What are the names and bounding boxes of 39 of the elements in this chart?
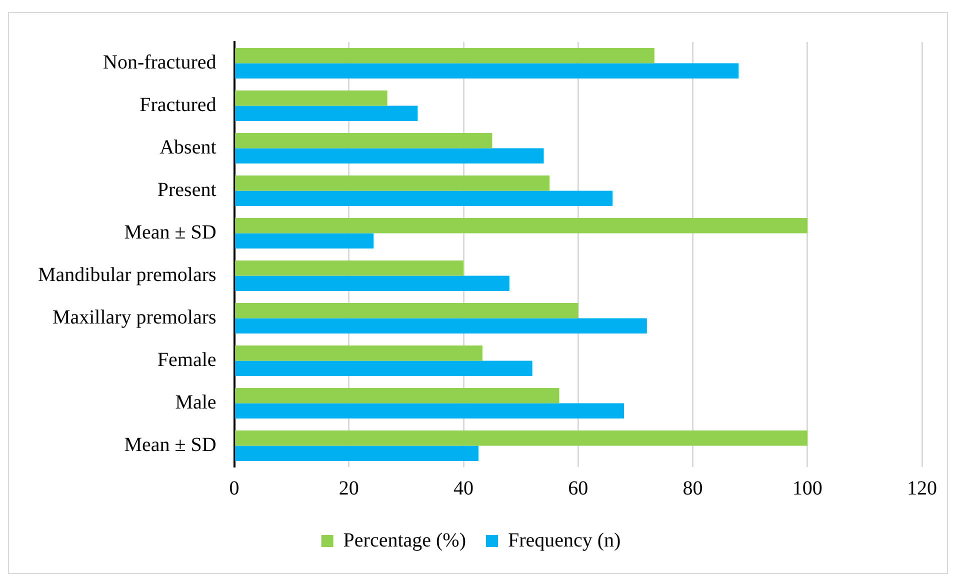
bar [235, 132, 492, 148]
y-tick-label: Mandibular premolars [38, 264, 216, 286]
y-tick-label: Mean ± SD [124, 434, 216, 456]
bar [235, 360, 532, 376]
y-tick-label: Absent [160, 136, 217, 158]
bar [235, 90, 388, 106]
x-tick-label: 100 [792, 477, 822, 500]
bar [235, 148, 544, 164]
bar [235, 388, 560, 404]
bar [235, 302, 578, 318]
bar [235, 190, 613, 206]
bar [235, 318, 647, 334]
bar [235, 430, 808, 446]
bar [235, 48, 654, 64]
y-tick-label: Female [157, 349, 216, 371]
x-tick-label: 40 [454, 477, 474, 500]
x-tick-label: 20 [338, 477, 359, 500]
bar [235, 403, 624, 419]
y-tick-label: Mean ± SD [124, 222, 216, 244]
legend-label: Frequency (n) [508, 529, 621, 552]
bar [235, 106, 418, 122]
x-tick-label: 80 [682, 477, 703, 500]
bar [235, 345, 482, 361]
y-tick-label: Male [175, 392, 216, 414]
bar [235, 218, 808, 234]
bar [235, 260, 464, 276]
y-tick-label: Non-fractured [103, 52, 216, 74]
y-tick-label: Maxillary premolars [52, 306, 216, 328]
legend-label: Percentage (%) [343, 529, 466, 552]
y-tick-label: Present [157, 179, 217, 201]
bar [235, 175, 550, 191]
bar [235, 63, 739, 79]
x-tick-label: 0 [229, 477, 240, 500]
x-tick-label: 120 [907, 477, 937, 500]
bar [235, 233, 374, 249]
bar [235, 446, 478, 462]
y-tick-label: Fractured [140, 94, 216, 116]
x-tick-label: 60 [568, 477, 588, 500]
bar [235, 276, 510, 292]
